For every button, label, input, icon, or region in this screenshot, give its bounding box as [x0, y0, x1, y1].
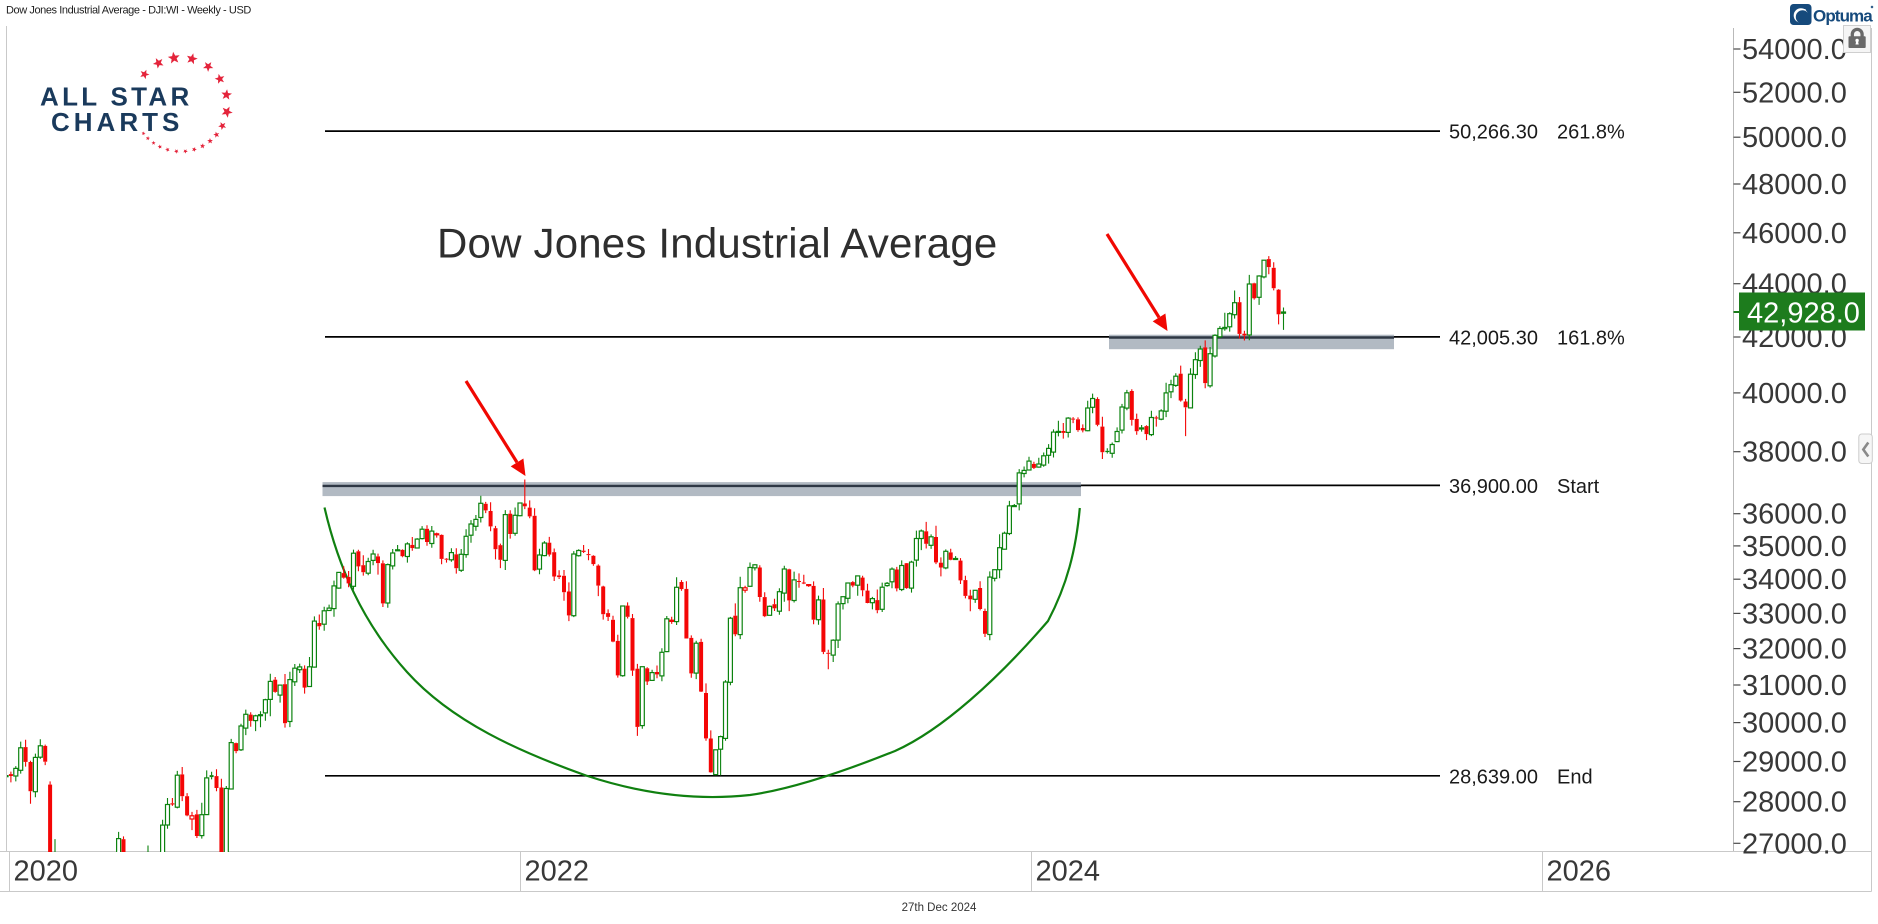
svg-text:40000.0: 40000.0 — [1742, 378, 1847, 410]
svg-text:46000.0: 46000.0 — [1742, 218, 1847, 250]
svg-text:42,005.30: 42,005.30 — [1449, 327, 1538, 349]
svg-text:54000.0: 54000.0 — [1742, 34, 1847, 66]
svg-text:42,928.0: 42,928.0 — [1747, 298, 1860, 330]
svg-text:33000.0: 33000.0 — [1742, 598, 1847, 630]
svg-text:48000.0: 48000.0 — [1742, 169, 1847, 201]
svg-text:35000.0: 35000.0 — [1742, 531, 1847, 563]
svg-text:27th Dec 2024: 27th Dec 2024 — [902, 902, 977, 914]
svg-text:Optuma: Optuma — [1813, 7, 1873, 26]
svg-text:161.8%: 161.8% — [1557, 327, 1625, 349]
svg-text:36,900.00: 36,900.00 — [1449, 476, 1538, 498]
svg-text:36000.0: 36000.0 — [1742, 499, 1847, 531]
svg-text:2026: 2026 — [1547, 856, 1612, 888]
svg-text:Start: Start — [1557, 476, 1600, 498]
svg-text:50,266.30: 50,266.30 — [1449, 122, 1538, 144]
svg-text:34000.0: 34000.0 — [1742, 564, 1847, 596]
svg-text:End: End — [1557, 766, 1593, 788]
svg-text:32000.0: 32000.0 — [1742, 634, 1847, 666]
svg-text:27000.0: 27000.0 — [1742, 828, 1847, 860]
svg-text:Dow Jones Industrial Average -: Dow Jones Industrial Average - DJI:WI - … — [6, 5, 251, 17]
svg-text:Dow Jones Industrial Average: Dow Jones Industrial Average — [437, 220, 997, 267]
svg-text:38000.0: 38000.0 — [1742, 437, 1847, 469]
svg-text:2024: 2024 — [1036, 856, 1101, 888]
svg-text:28,639.00: 28,639.00 — [1449, 766, 1538, 788]
svg-text:CHARTS: CHARTS — [51, 107, 183, 137]
svg-text:2020: 2020 — [14, 856, 79, 888]
svg-text:ALL STAR: ALL STAR — [40, 82, 193, 112]
svg-text:50000.0: 50000.0 — [1742, 122, 1847, 154]
svg-text:30000.0: 30000.0 — [1742, 708, 1847, 740]
svg-text:29000.0: 29000.0 — [1742, 747, 1847, 779]
svg-text:31000.0: 31000.0 — [1742, 670, 1847, 702]
svg-text:52000.0: 52000.0 — [1742, 77, 1847, 109]
svg-text:28000.0: 28000.0 — [1742, 787, 1847, 819]
svg-text:2022: 2022 — [525, 856, 590, 888]
svg-text:261.8%: 261.8% — [1557, 122, 1625, 144]
